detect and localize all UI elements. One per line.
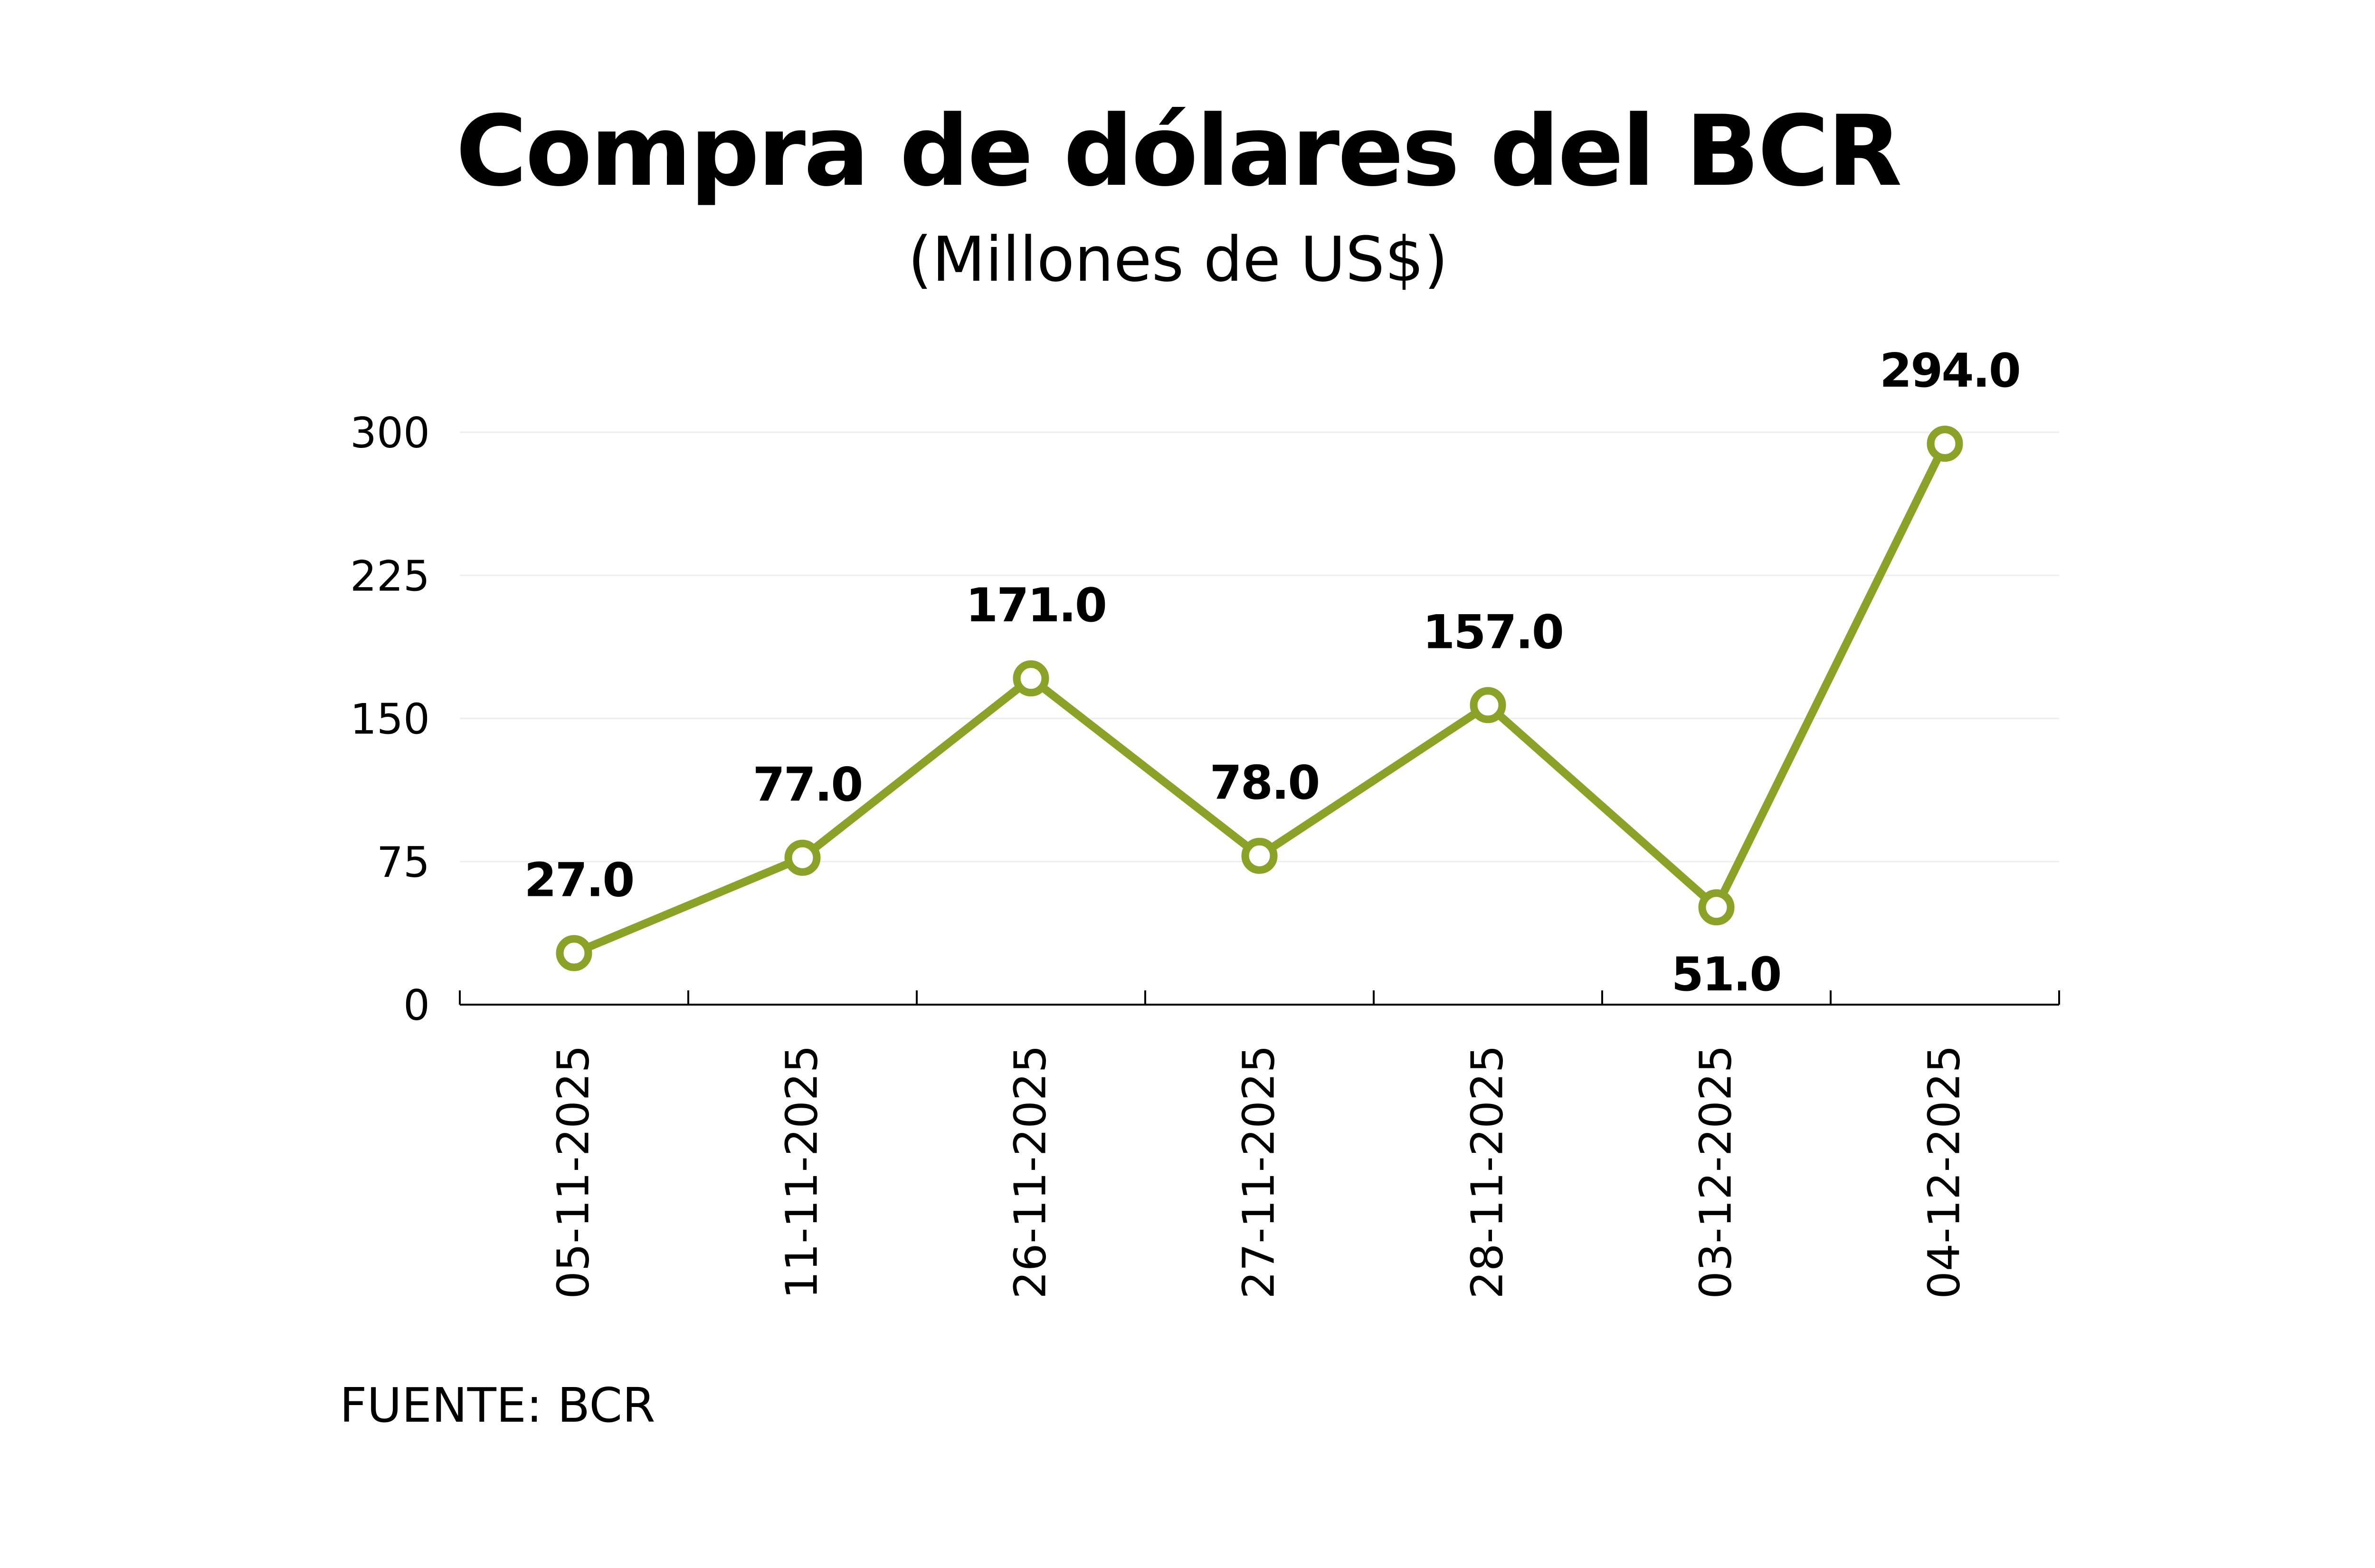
x-tick-label: 05-11-2025: [548, 1045, 599, 1299]
data-point: [1698, 889, 1735, 926]
x-tick-label: 03-12-2025: [1691, 1045, 1741, 1299]
x-tick-label: 11-11-2025: [777, 1045, 827, 1299]
y-tick-label: 150: [350, 695, 430, 744]
data-label: 27.0: [524, 854, 634, 908]
data-point: [1013, 660, 1049, 697]
y-tick-label: 300: [350, 409, 430, 457]
data-label: 294.0: [1880, 344, 2020, 398]
x-tick-label: 28-11-2025: [1462, 1045, 1513, 1299]
y-tick-label: 225: [350, 551, 430, 600]
data-label: 157.0: [1423, 605, 1563, 659]
data-label: 171.0: [966, 579, 1106, 633]
source-note: FUENTE: BCR: [340, 1378, 656, 1433]
data-point: [1927, 426, 1963, 462]
data-label: 77.0: [753, 758, 862, 812]
data-point: [784, 839, 821, 876]
chart-title: Compra de dólares del BCR: [456, 95, 1902, 208]
y-tick-label: 75: [377, 838, 430, 887]
data-point: [1470, 687, 1506, 723]
y-tick-label: 0: [403, 981, 430, 1030]
chart-subtitle: (Millones de US$): [908, 223, 1448, 295]
x-tick-label: 04-12-2025: [1919, 1045, 1970, 1299]
data-point: [556, 935, 592, 971]
data-label: 51.0: [1672, 948, 1781, 1002]
data-point: [1241, 837, 1278, 874]
x-tick-label: 27-11-2025: [1234, 1045, 1284, 1299]
x-tick-label: 26-11-2025: [1005, 1045, 1056, 1299]
series-line: [572, 442, 1949, 957]
data-label: 78.0: [1210, 756, 1319, 810]
